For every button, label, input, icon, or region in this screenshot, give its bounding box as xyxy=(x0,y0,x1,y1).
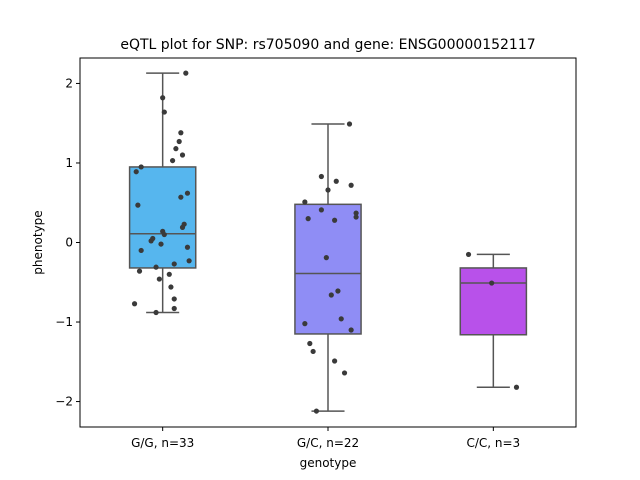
data-point xyxy=(313,408,320,414)
iqr-box xyxy=(459,267,528,336)
data-point xyxy=(302,321,308,327)
data-point xyxy=(186,258,192,264)
x-axis: G/G, n=33 G/C, n=22 C/C, n=3 xyxy=(131,427,520,450)
data-point xyxy=(178,194,184,200)
data-point xyxy=(341,370,348,376)
data-point xyxy=(307,340,313,347)
y-tick-label: 1 xyxy=(65,156,73,170)
iqr-box xyxy=(128,166,197,269)
y-axis: 2 1 0 −1 −2 xyxy=(55,76,80,409)
data-point xyxy=(161,109,167,115)
data-point xyxy=(156,276,162,282)
data-point xyxy=(489,280,495,286)
data-point xyxy=(318,207,324,213)
data-point xyxy=(158,241,164,247)
data-point xyxy=(310,348,316,355)
data-point xyxy=(183,70,189,76)
data-point xyxy=(318,173,324,180)
y-tick-label: −2 xyxy=(55,395,73,409)
data-point xyxy=(179,152,186,158)
y-axis-label: phenotype xyxy=(31,210,45,274)
data-points xyxy=(465,251,520,390)
data-point xyxy=(171,305,177,312)
data-point xyxy=(348,182,354,188)
data-point xyxy=(348,327,354,333)
data-point xyxy=(335,288,341,294)
data-point xyxy=(133,169,139,175)
data-point xyxy=(178,130,184,136)
data-point xyxy=(153,309,159,316)
chart-title: eQTL plot for SNP: rs705090 and gene: EN… xyxy=(120,37,535,53)
data-point xyxy=(166,271,172,277)
data-point xyxy=(332,358,338,364)
data-point xyxy=(353,210,359,216)
data-point xyxy=(160,95,166,101)
data-point xyxy=(168,284,174,290)
data-points xyxy=(131,70,192,316)
data-point xyxy=(171,296,177,302)
x-axis-label: genotype xyxy=(300,456,357,470)
data-point xyxy=(138,164,144,170)
data-point xyxy=(135,202,141,208)
x-tick-label: G/G, n=33 xyxy=(131,436,194,450)
data-point xyxy=(184,244,191,250)
plot-area xyxy=(128,70,528,414)
iqr-box xyxy=(294,203,362,335)
y-tick-label: 2 xyxy=(65,76,73,90)
data-points xyxy=(302,121,359,414)
data-point xyxy=(302,199,308,205)
data-point xyxy=(161,231,167,238)
data-point xyxy=(328,292,334,298)
data-point xyxy=(346,121,353,127)
data-point xyxy=(153,264,159,270)
data-point xyxy=(513,384,520,390)
data-point xyxy=(171,261,177,267)
data-point xyxy=(179,224,186,230)
x-tick-label: G/C, n=22 xyxy=(297,436,359,450)
genotype-group xyxy=(294,123,362,412)
data-point xyxy=(136,268,143,274)
data-point xyxy=(138,247,144,254)
data-point xyxy=(333,178,339,184)
data-point xyxy=(353,214,359,220)
data-point xyxy=(305,216,311,222)
data-point xyxy=(148,238,154,244)
y-tick-label: −1 xyxy=(55,315,73,329)
data-point xyxy=(332,217,338,223)
data-point xyxy=(323,255,329,261)
data-point xyxy=(176,138,182,145)
data-point xyxy=(184,190,191,196)
data-point xyxy=(173,146,179,152)
data-point xyxy=(338,316,344,322)
data-point xyxy=(325,187,331,193)
x-tick-label: C/C, n=3 xyxy=(466,436,520,450)
data-point xyxy=(169,157,176,164)
genotype-group xyxy=(459,253,528,388)
data-point xyxy=(131,301,138,307)
data-point xyxy=(465,251,472,258)
y-tick-label: 0 xyxy=(65,236,73,250)
